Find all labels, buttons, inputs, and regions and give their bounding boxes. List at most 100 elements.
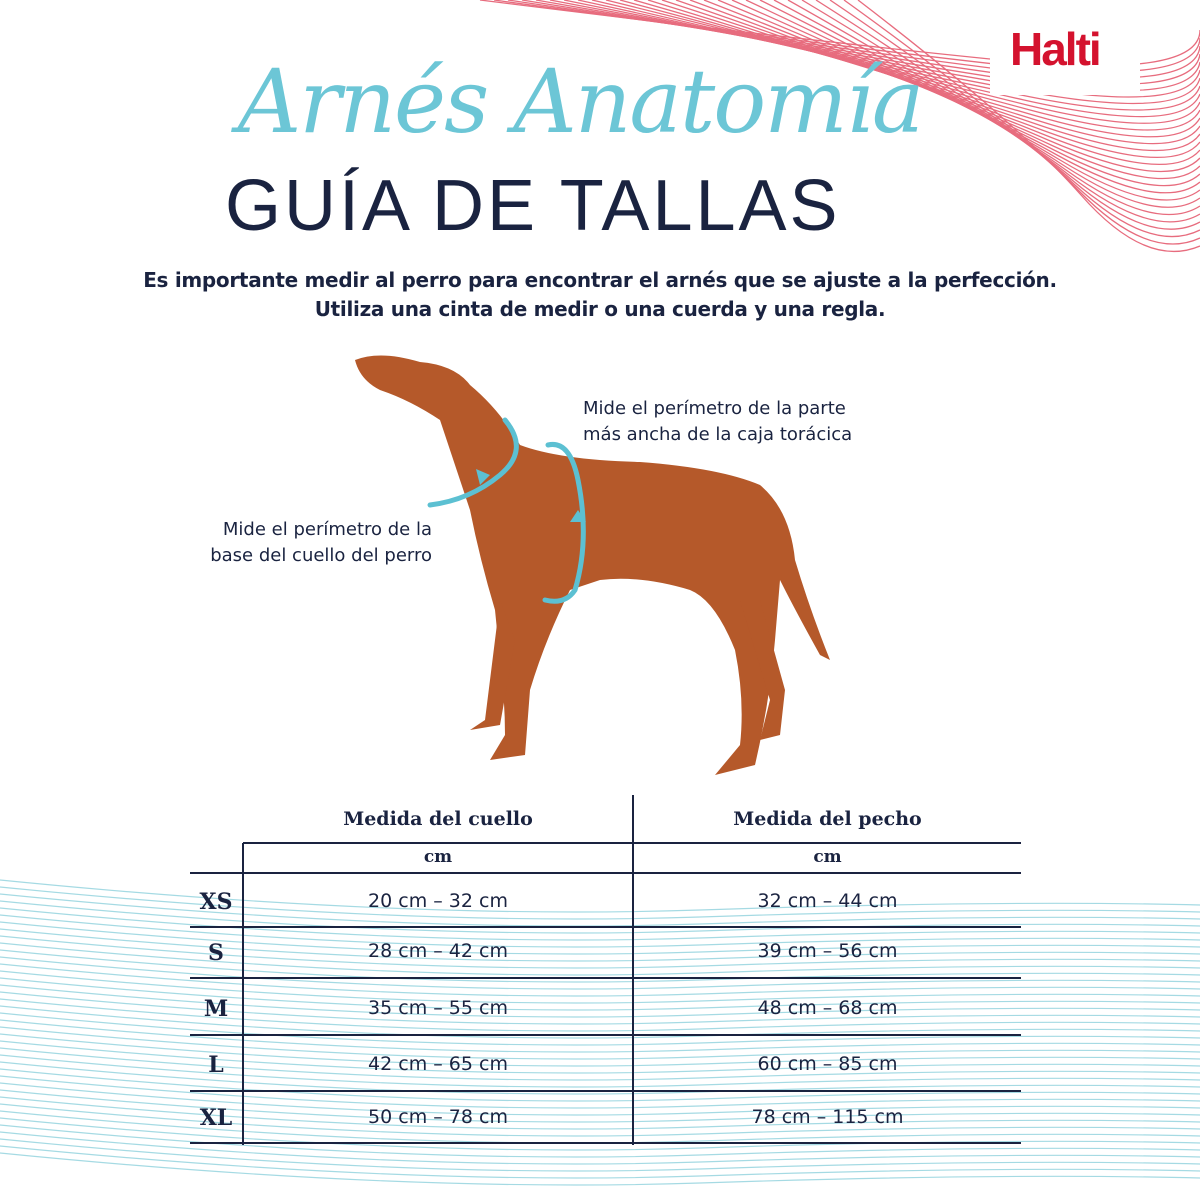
wave-line (759, 0, 1200, 201)
table-divider (243, 842, 1021, 844)
wave-line (717, 0, 1200, 180)
wave-line (703, 0, 1200, 172)
wave-line (0, 879, 1200, 913)
wave-line (0, 998, 1200, 1032)
size-label: S (208, 940, 224, 966)
neck-range: 35 cm – 55 cm (368, 997, 508, 1019)
wave-line (675, 0, 1200, 159)
wave-line (0, 1005, 1200, 1039)
wave-line (605, 0, 1200, 124)
wave-line (0, 914, 1200, 948)
wave-line (787, 0, 1200, 216)
neck-range: 20 cm – 32 cm (368, 890, 508, 912)
wave-line (0, 1061, 1200, 1095)
table-divider (190, 1142, 1021, 1144)
wave-line (773, 0, 1200, 208)
wave-line (0, 991, 1200, 1025)
wave-line (0, 928, 1200, 962)
logo-background (990, 0, 1140, 95)
wave-line (0, 1145, 1200, 1179)
wave-line (0, 893, 1200, 927)
wave-line (0, 1131, 1200, 1165)
wave-line (0, 949, 1200, 983)
wave-line (0, 1096, 1200, 1130)
chest-range: 32 cm – 44 cm (757, 890, 898, 912)
unit-neck: cm (423, 847, 453, 867)
wave-line (647, 0, 1200, 145)
wave-line (0, 1054, 1200, 1088)
wave-line (857, 0, 1200, 253)
page-title: GUÍA DE TALLAS (225, 166, 841, 246)
wave-line (0, 1117, 1200, 1151)
wave-line (815, 0, 1200, 230)
intro-line-2: Utiliza una cinta de medir o una cuerda … (314, 297, 886, 321)
chest-note-line-1: Mide el perímetro de la parte (583, 398, 846, 419)
wave-line (577, 0, 1200, 111)
wave-line (0, 984, 1200, 1018)
wave-line (0, 1026, 1200, 1060)
chest-range: 60 cm – 85 cm (757, 1053, 898, 1075)
wave-line (731, 0, 1200, 187)
wave-line (563, 0, 1200, 105)
wave-line (829, 0, 1200, 238)
wave-line (0, 942, 1200, 976)
wave-line (619, 0, 1200, 131)
wave-line (0, 1075, 1200, 1109)
table-divider (190, 977, 1021, 979)
wave-line (0, 1103, 1200, 1137)
header-neck: Medida del cuello (343, 808, 533, 830)
measure-arrows (427, 417, 586, 604)
wave-line (633, 0, 1200, 138)
size-label: L (208, 1052, 224, 1078)
header-chest: Medida del pecho (733, 808, 922, 830)
unit-chest: cm (813, 847, 842, 867)
neck-range: 42 cm – 65 cm (368, 1053, 508, 1075)
table-divider (190, 872, 1021, 874)
neck-range: 28 cm – 42 cm (368, 940, 508, 962)
wave-line (0, 963, 1200, 997)
chest-note-line-2: más ancha de la caja torácica (583, 424, 853, 445)
chest-range: 78 cm – 115 cm (751, 1106, 904, 1128)
wave-line (0, 970, 1200, 1004)
neck-note: Mide el perímetro de la base del cuello … (132, 517, 432, 569)
wave-line (0, 1152, 1200, 1186)
wave-line (0, 1047, 1200, 1081)
size-label: XL (199, 1105, 233, 1131)
table-divider (190, 1090, 1021, 1092)
table-divider (632, 795, 634, 1145)
chest-note: Mide el perímetro de la parte más ancha … (583, 396, 852, 448)
table-divider (190, 926, 1021, 928)
wave-line (801, 0, 1200, 223)
intro-line-1: Es importante medir al perro para encont… (143, 268, 1057, 292)
wave-line (0, 1040, 1200, 1074)
wave-line (0, 900, 1200, 934)
wave-line (0, 1068, 1200, 1102)
wave-line (591, 0, 1200, 118)
wave-line (745, 0, 1200, 194)
size-label: XS (199, 889, 233, 915)
wave-line (0, 1082, 1200, 1116)
chest-range: 48 cm – 68 cm (757, 997, 898, 1019)
script-title: Arnés Anatomía (237, 50, 925, 153)
dog-image (355, 355, 830, 775)
neck-note-line-1: Mide el perímetro de la (222, 519, 432, 540)
wave-line (689, 0, 1200, 166)
size-label: M (203, 996, 229, 1022)
table-divider (190, 1034, 1021, 1036)
chest-range: 39 cm – 56 cm (757, 940, 898, 962)
wave-line (0, 977, 1200, 1011)
wave-line (0, 956, 1200, 990)
wave-line (0, 935, 1200, 969)
neck-range: 50 cm – 78 cm (368, 1106, 508, 1128)
wave-line (0, 1019, 1200, 1053)
wave-line (549, 0, 1200, 98)
halti-logo: Halti (1010, 23, 1102, 75)
neck-note-line-2: base del cuello del perro (210, 545, 432, 566)
wave-line (0, 1138, 1200, 1172)
wave-line (0, 1033, 1200, 1067)
wave-line (0, 1124, 1200, 1158)
wave-line (0, 886, 1200, 920)
wave-line (0, 1110, 1200, 1144)
table-divider (242, 843, 244, 1145)
